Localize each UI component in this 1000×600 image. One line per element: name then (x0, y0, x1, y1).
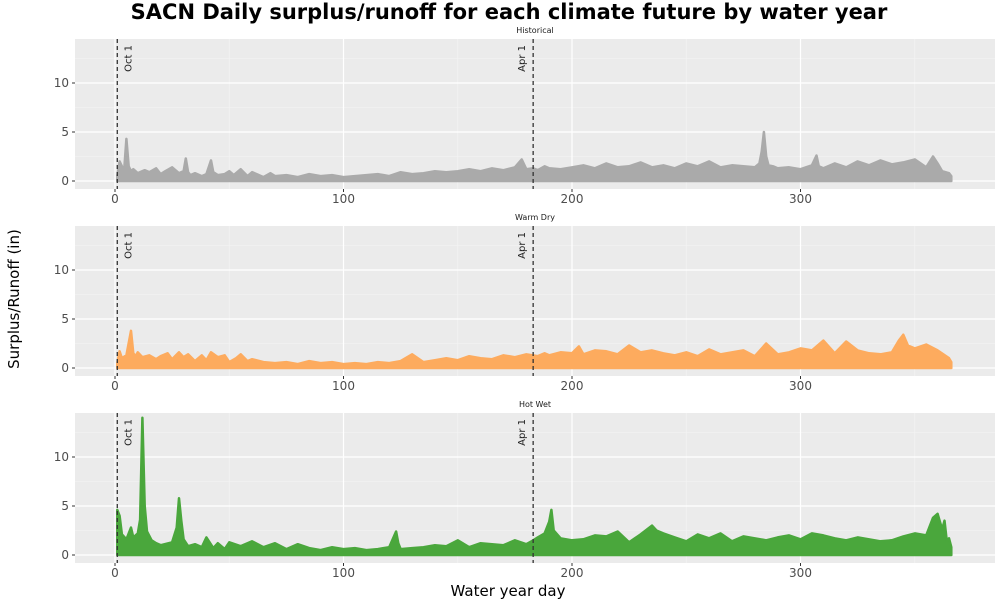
x-tick-label: 100 (332, 566, 355, 580)
series-area-historical (116, 130, 953, 183)
series-area-warm-dry (116, 329, 953, 370)
series-area-hot-wet (116, 416, 953, 557)
x-tick-label: 300 (789, 566, 812, 580)
x-tick-label: 0 (111, 379, 119, 393)
y-tick-label: 5 (61, 125, 69, 139)
x-tick-label: 0 (111, 566, 119, 580)
y-tick-label: 0 (61, 174, 69, 188)
x-tick-label: 200 (561, 566, 584, 580)
x-tick-label: 300 (789, 379, 812, 393)
annotation-label: Apr 1 (517, 232, 528, 259)
y-tick-label: 5 (61, 312, 69, 326)
facet-label: Historical (516, 26, 553, 35)
annotation-label: Apr 1 (517, 419, 528, 446)
annotation-label: Oct 1 (123, 232, 134, 259)
annotation-label: Oct 1 (123, 419, 134, 446)
x-tick-label: 200 (561, 192, 584, 206)
y-tick-label: 10 (54, 450, 69, 464)
y-tick-label: 10 (54, 76, 69, 90)
facet-label: Warm Dry (515, 213, 555, 222)
panel-background (75, 39, 995, 189)
y-tick-label: 0 (61, 548, 69, 562)
chart-title: SACN Daily surplus/runoff for each clima… (130, 0, 888, 24)
y-tick-label: 10 (54, 263, 69, 277)
x-tick-label: 0 (111, 192, 119, 206)
annotation-label: Oct 1 (123, 45, 134, 72)
x-tick-label: 100 (332, 192, 355, 206)
x-tick-label: 100 (332, 379, 355, 393)
x-axis-title: Water year day (450, 582, 566, 600)
x-tick-label: 200 (561, 379, 584, 393)
y-tick-label: 0 (61, 361, 69, 375)
annotation-label: Apr 1 (517, 45, 528, 72)
x-tick-label: 300 (789, 192, 812, 206)
facet-label: Hot Wet (519, 400, 551, 409)
y-tick-label: 5 (61, 499, 69, 513)
